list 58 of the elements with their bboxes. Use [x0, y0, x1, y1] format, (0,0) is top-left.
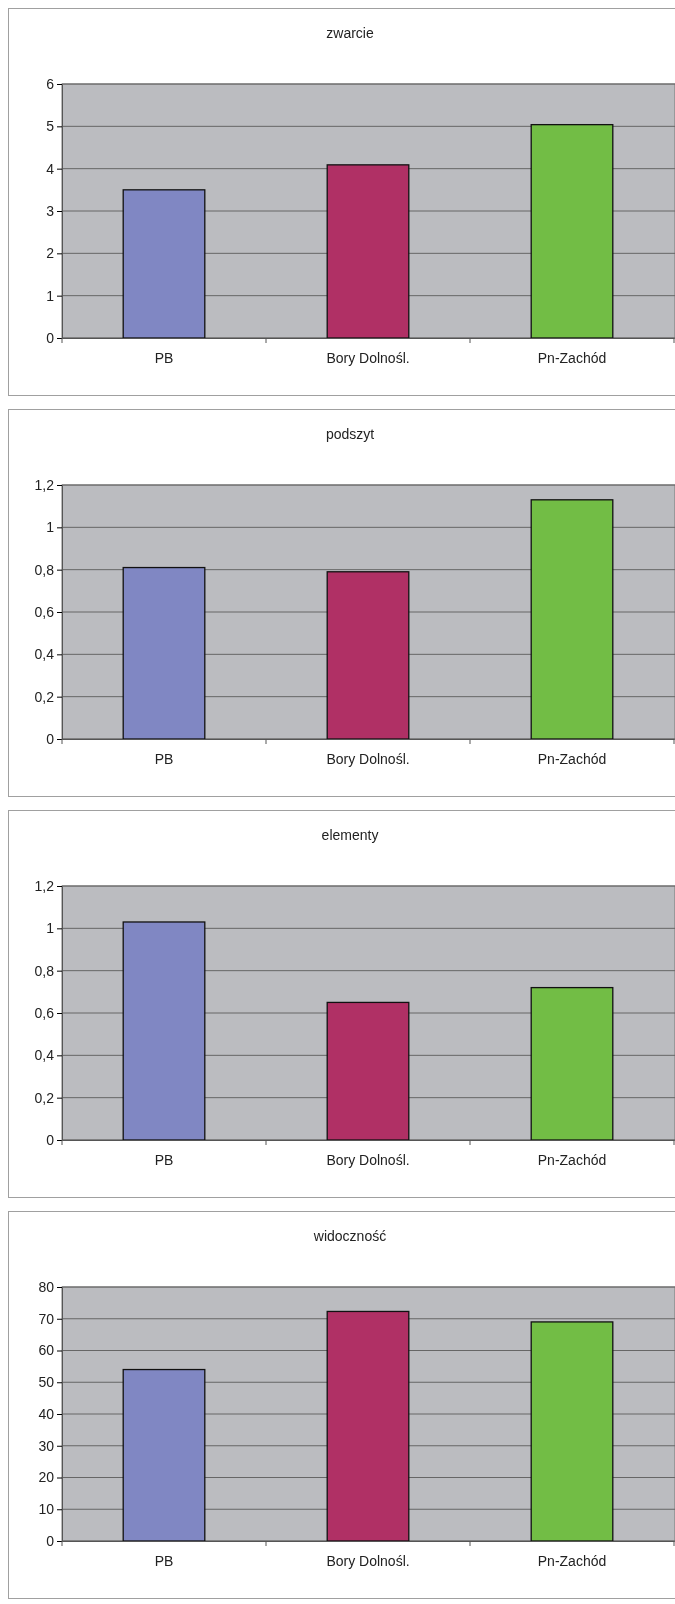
chart-title: podszyt: [325, 426, 375, 442]
y-tick-label: 5: [46, 118, 55, 135]
y-tick-label: 10: [38, 1501, 55, 1518]
y-tick-label: 40: [38, 1405, 55, 1422]
bar: [326, 164, 410, 339]
bar: [530, 499, 614, 740]
bar: [530, 123, 614, 339]
y-tick-label: 0: [46, 1532, 55, 1549]
y-tick-label: 1: [46, 519, 55, 536]
y-tick-label: 0,8: [34, 962, 55, 979]
y-tick-label: 30: [38, 1437, 55, 1454]
x-tick-label: Pn-Zachód: [537, 751, 607, 768]
y-tick-label: 1: [46, 287, 55, 304]
x-tick-label: Bory Dolnośl.: [326, 350, 410, 367]
y-tick-label: 0: [46, 1131, 55, 1148]
chart-title: widoczność: [312, 1228, 387, 1244]
y-tick-label: 1,2: [34, 476, 55, 493]
y-tick-label: 6: [46, 75, 55, 92]
x-tick-label: Pn-Zachód: [537, 350, 607, 367]
y-tick-label: 0,6: [34, 1004, 55, 1021]
x-tick-label: Bory Dolnośl.: [326, 751, 410, 768]
x-tick-label: Bory Dolnośl.: [326, 1553, 410, 1570]
y-tick-label: 3: [46, 202, 55, 219]
y-tick-label: 4: [46, 160, 55, 177]
x-tick-label: Pn-Zachód: [537, 1152, 607, 1169]
y-tick-label: 0: [46, 329, 55, 346]
bar: [326, 1001, 410, 1141]
bar: [122, 921, 206, 1141]
x-tick-label: PB: [154, 350, 174, 367]
x-tick-label: Pn-Zachód: [537, 1553, 607, 1570]
y-tick-label: 0,2: [34, 688, 55, 705]
bar: [530, 1321, 614, 1542]
bar: [122, 189, 206, 339]
y-tick-label: 1,2: [34, 877, 55, 894]
x-tick-label: Bory Dolnośl.: [326, 1152, 410, 1169]
chart-title: elementy: [321, 827, 379, 843]
y-tick-label: 60: [38, 1342, 55, 1359]
y-tick-label: 20: [38, 1469, 55, 1486]
y-tick-label: 0,2: [34, 1089, 55, 1106]
y-tick-label: 0: [46, 730, 55, 747]
y-tick-label: 2: [46, 245, 55, 262]
x-tick-label: PB: [154, 1553, 174, 1570]
y-tick-label: 70: [38, 1310, 55, 1327]
bar: [530, 986, 614, 1141]
chart-title: zwarcie: [326, 25, 374, 41]
y-tick-label: 0,6: [34, 603, 55, 620]
x-tick-label: PB: [154, 751, 174, 768]
x-tick-label: PB: [154, 1152, 174, 1169]
y-tick-label: 0,4: [34, 1047, 55, 1064]
bar: [326, 1310, 410, 1542]
y-tick-label: 0,4: [34, 646, 55, 663]
y-tick-label: 0,8: [34, 561, 55, 578]
y-tick-label: 80: [38, 1278, 55, 1295]
y-tick-label: 50: [38, 1374, 55, 1391]
bar: [122, 1368, 206, 1542]
bar: [122, 566, 206, 740]
y-tick-label: 1: [46, 920, 55, 937]
bar: [326, 571, 410, 740]
